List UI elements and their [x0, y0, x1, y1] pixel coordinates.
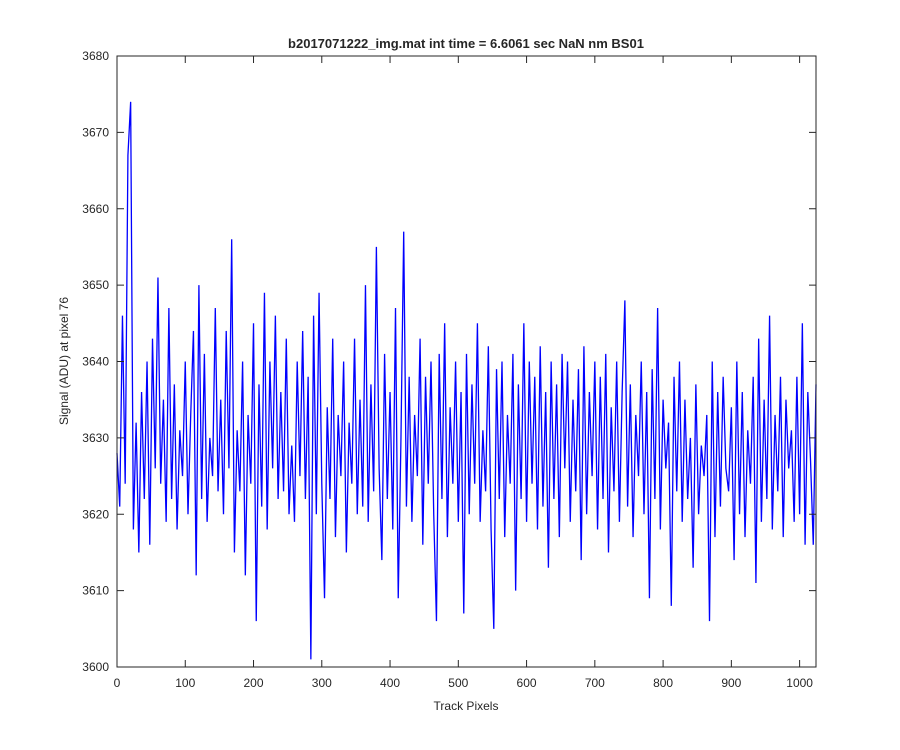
x-tick-label: 600	[517, 676, 537, 690]
x-tick-label: 500	[448, 676, 468, 690]
x-tick-label: 800	[653, 676, 673, 690]
chart-title: b2017071222_img.mat int time = 6.6061 se…	[288, 36, 644, 51]
data-line	[116, 101, 817, 660]
x-tick-label: 400	[380, 676, 400, 690]
x-tick-label: 0	[114, 676, 121, 690]
x-tick-label: 1000	[786, 676, 813, 690]
x-axis-label: Track Pixels	[434, 699, 499, 713]
y-tick-label: 3620	[82, 507, 109, 521]
x-tick-label: 200	[244, 676, 264, 690]
x-tick-label: 900	[721, 676, 741, 690]
y-tick-label: 3680	[82, 49, 109, 63]
y-axis-label: Signal (ADU) at pixel 76	[57, 297, 71, 425]
y-tick-label: 3600	[82, 660, 109, 674]
y-tick-label: 3660	[82, 202, 109, 216]
y-tick-label: 3670	[82, 125, 109, 139]
y-tick-label: 3650	[82, 278, 109, 292]
x-tick-label: 300	[312, 676, 332, 690]
y-tick-label: 3610	[82, 584, 109, 598]
y-tick-label: 3640	[82, 355, 109, 369]
x-tick-label: 700	[585, 676, 605, 690]
y-tick-label: 3630	[82, 431, 109, 445]
x-tick-label: 100	[175, 676, 195, 690]
